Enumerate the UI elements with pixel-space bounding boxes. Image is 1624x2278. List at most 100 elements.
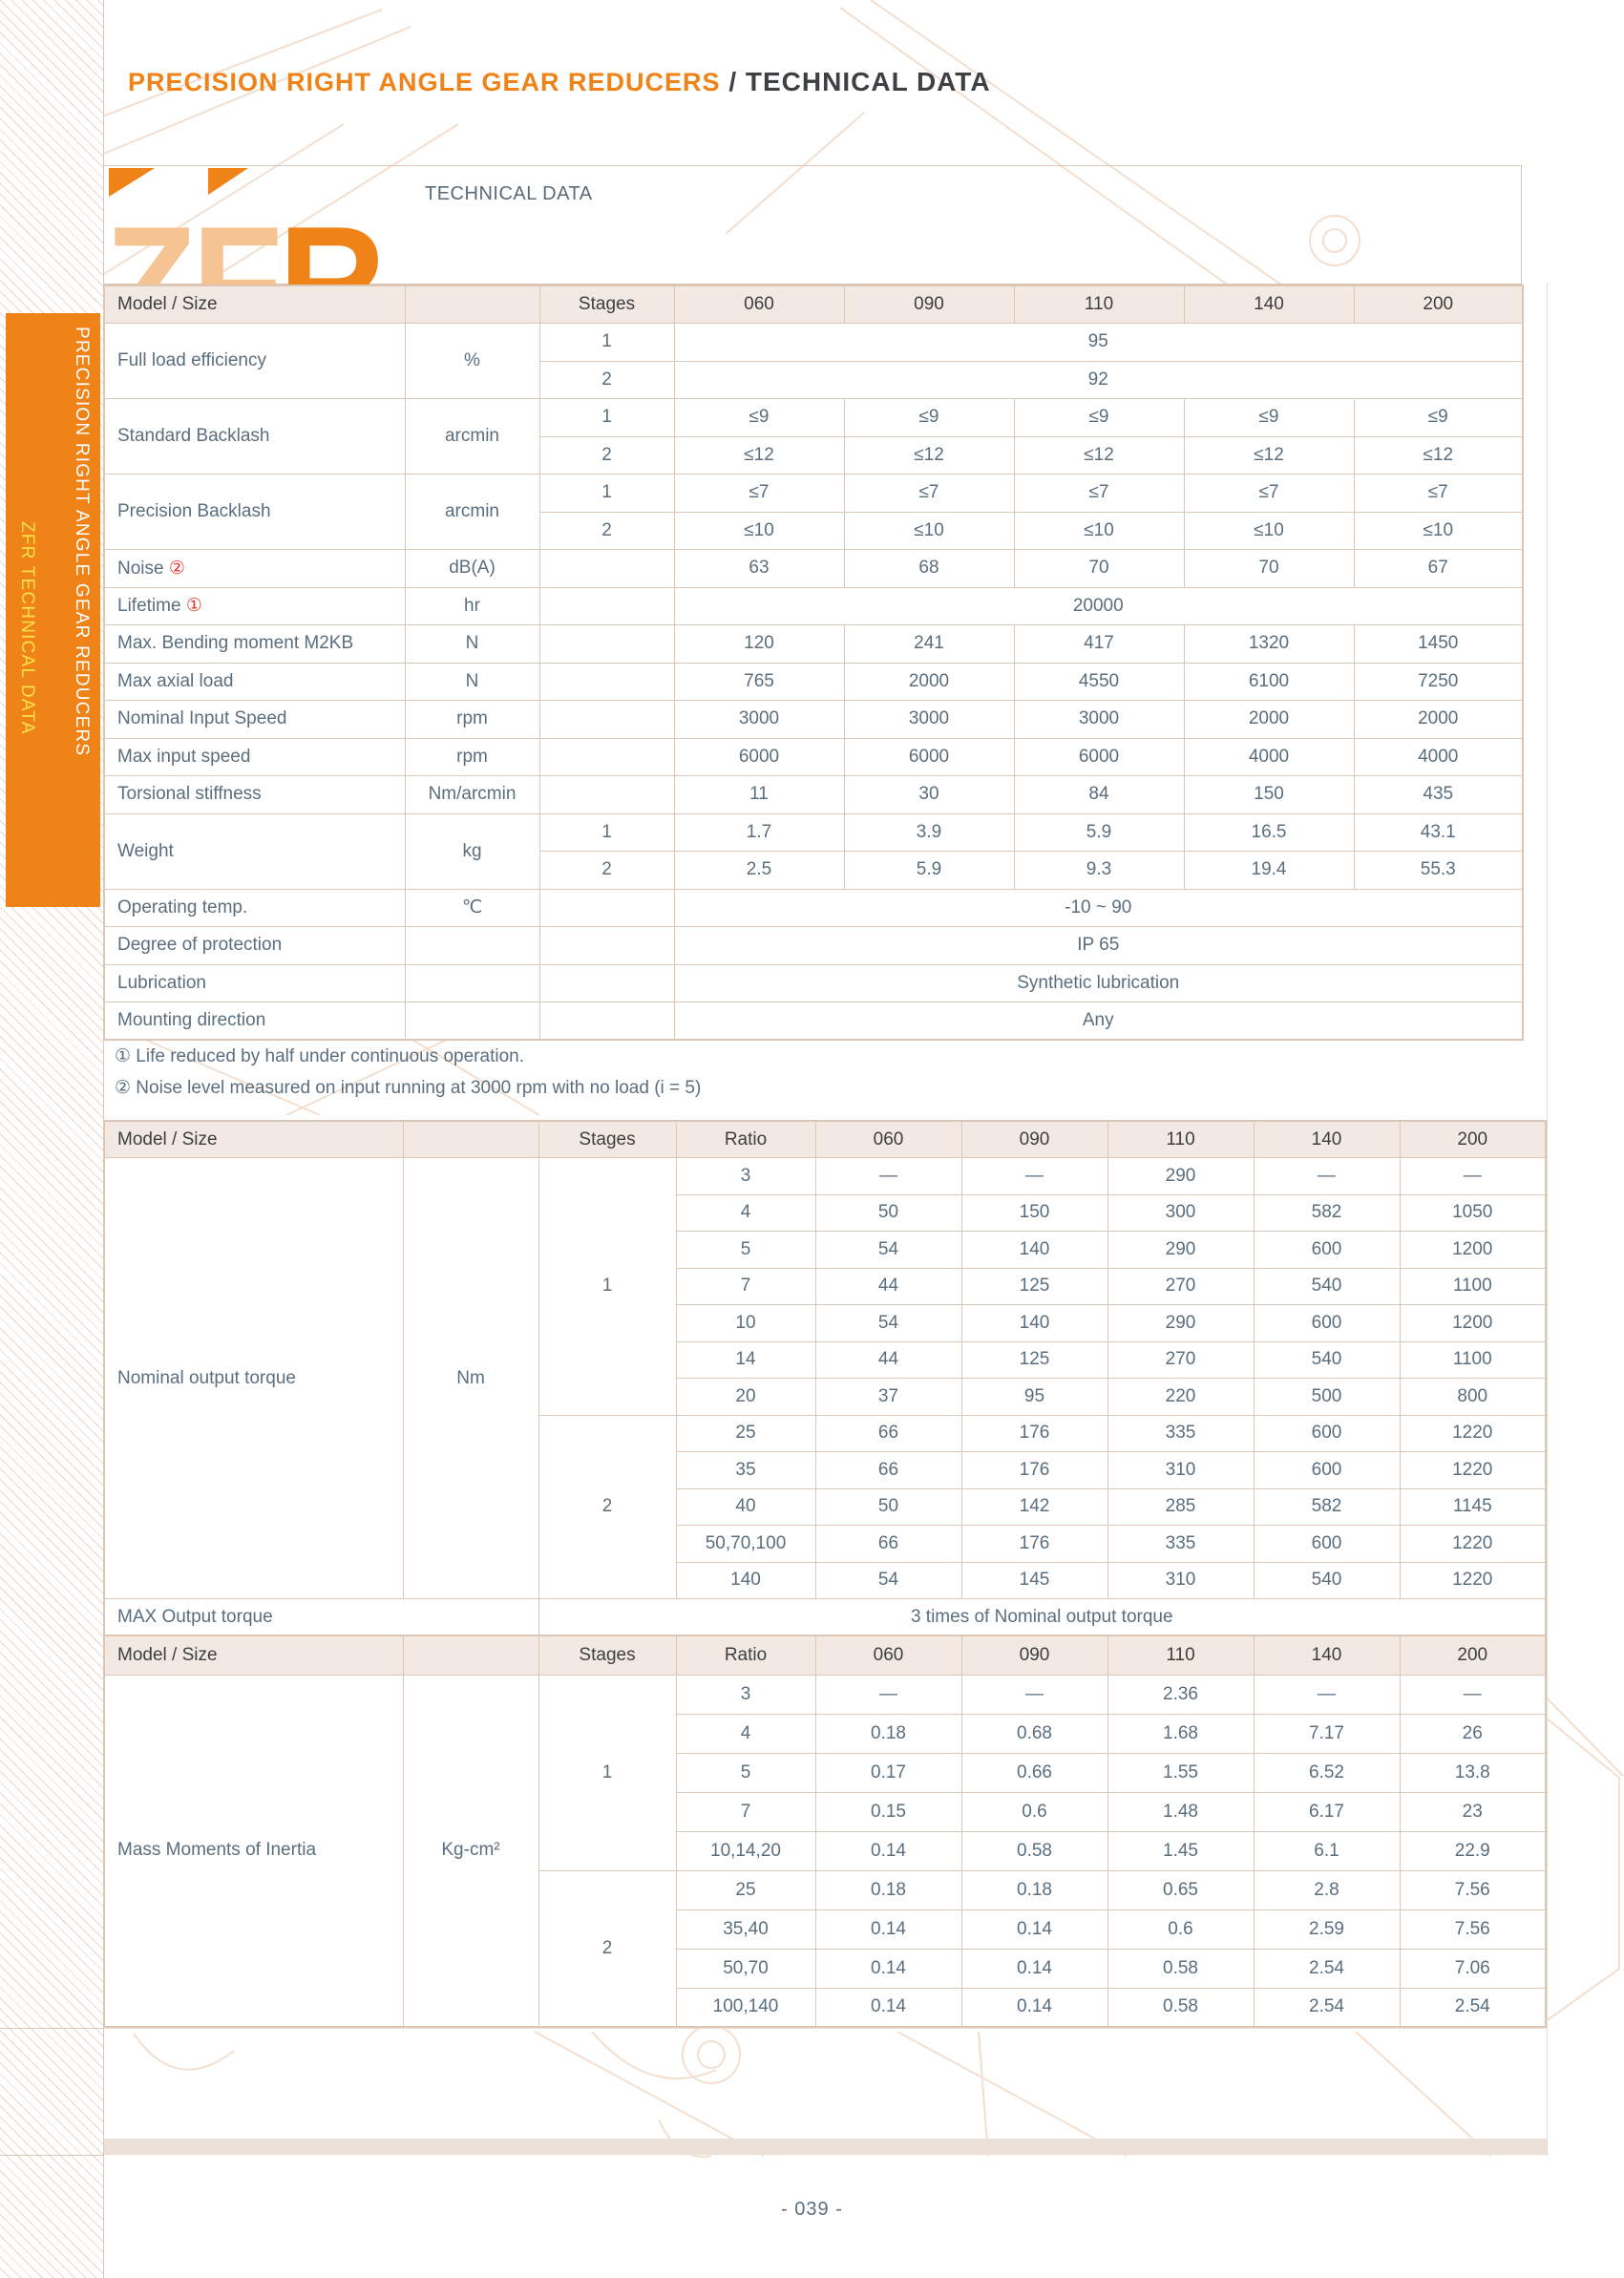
cell: 1 <box>538 474 675 513</box>
table-row: Operating temp. ℃ -10 ~ 90 <box>103 888 1524 927</box>
column-header: 110 <box>1107 1635 1255 1676</box>
table-row: 50,70,100 66 176 335 600 1220 <box>104 1525 1547 1563</box>
cell <box>404 1002 540 1041</box>
cell: 95 <box>960 1378 1108 1416</box>
cell: 125 <box>960 1340 1108 1379</box>
cell: 6.52 <box>1253 1752 1401 1793</box>
cell: 3 <box>675 1157 816 1195</box>
cell: 55.3 <box>1353 851 1524 890</box>
cell: 0.14 <box>960 1987 1108 2028</box>
specs-table: Model / Size Stages 060 090 110 140 200 Full lo… <box>103 285 1524 1041</box>
cell <box>538 1002 675 1041</box>
column-header: 060 <box>814 1635 962 1676</box>
cell: 2000 <box>843 662 1015 701</box>
cell <box>538 926 675 965</box>
column-header: Ratio <box>675 1120 816 1158</box>
row-label: Standard Backlash <box>103 398 406 475</box>
cell: 54 <box>814 1561 962 1599</box>
cell: 1220 <box>1399 1414 1547 1452</box>
cell: 68 <box>843 549 1015 588</box>
cell: ≤7 <box>1013 474 1185 513</box>
cell: 3 times of Nominal output torque <box>538 1598 1547 1636</box>
cell: 582 <box>1253 1487 1401 1526</box>
cell: 7.56 <box>1399 1869 1547 1910</box>
cell: ≤10 <box>1183 511 1355 550</box>
cell: 5 <box>675 1752 816 1793</box>
column-header: Model / Size <box>103 1635 404 1676</box>
table-row: 40 50 142 285 582 1145 <box>104 1487 1547 1526</box>
cell: 5 <box>675 1231 816 1269</box>
cell: Nm <box>402 1157 539 1599</box>
cell: 23 <box>1399 1791 1547 1832</box>
table-row: 2 ≤12 ≤12 ≤12 ≤12 ≤12 <box>104 435 1524 475</box>
cell: 600 <box>1253 1525 1401 1563</box>
cell: ≤7 <box>1353 474 1524 513</box>
table-row: Lifetime ① hr 20000 <box>103 586 1524 625</box>
cell <box>404 926 540 965</box>
cell: rpm <box>404 700 540 739</box>
cell: 19.4 <box>1183 851 1355 890</box>
table-row: 10 54 140 290 600 1200 <box>104 1304 1547 1342</box>
column-header: 200 <box>1399 1120 1547 1158</box>
cell: ≤9 <box>1353 398 1524 437</box>
cell: 30 <box>843 775 1015 814</box>
cell: 54 <box>814 1304 962 1342</box>
cell: 9.3 <box>1013 851 1185 890</box>
banner-series-label: PRECISION RIGHT ANGLE GEAR REDUCERS <box>72 327 92 757</box>
page-title-section: TECHNICAL DATA <box>745 67 991 96</box>
cell <box>538 624 675 664</box>
footnotes: ① Life reduced by half under continuous … <box>115 1045 701 1108</box>
cell: dB(A) <box>404 549 540 588</box>
cell: hr <box>404 586 540 625</box>
column-header: 090 <box>960 1120 1108 1158</box>
cell: N <box>404 662 540 701</box>
cell: 0.18 <box>814 1713 962 1754</box>
cell: 0.6 <box>1107 1909 1255 1950</box>
cell: 335 <box>1107 1414 1255 1452</box>
page-number: - 039 - <box>781 2199 843 2220</box>
cell: 1100 <box>1399 1340 1547 1379</box>
cell: 150 <box>1183 775 1355 814</box>
cell: 2 <box>538 1869 677 2028</box>
cell: 600 <box>1253 1451 1401 1489</box>
row-label: Nominal output torque <box>103 1157 404 1599</box>
cell: 1 <box>538 812 675 852</box>
cell: 67 <box>1353 549 1524 588</box>
column-header: Model / Size <box>103 285 406 324</box>
cell: 84 <box>1013 775 1185 814</box>
cell: ≤7 <box>673 474 845 513</box>
cell: 2 <box>538 511 675 550</box>
column-header: Stages <box>538 1120 677 1158</box>
column-header: 090 <box>843 285 1015 324</box>
cell: 6000 <box>1013 737 1185 776</box>
cell: 20 <box>675 1378 816 1416</box>
cell: 11 <box>673 775 845 814</box>
cell: 0.58 <box>960 1830 1108 1871</box>
cell: 0.66 <box>960 1752 1108 1793</box>
title-separator: / <box>720 67 746 96</box>
cell: 14 <box>675 1340 816 1379</box>
cell: ≤12 <box>673 435 845 475</box>
row-label: Lifetime ① <box>103 586 406 625</box>
cell: 140 <box>675 1561 816 1599</box>
table-row: Max input speed rpm 6000 6000 6000 4000 4000 <box>103 737 1524 776</box>
footnote-marker: ② <box>168 558 185 579</box>
cell: 66 <box>814 1525 962 1563</box>
cell: 600 <box>1253 1304 1401 1342</box>
cell: 66 <box>814 1414 962 1452</box>
cell: ≤9 <box>843 398 1015 437</box>
cell: 7 <box>675 1791 816 1832</box>
cell: 600 <box>1253 1414 1401 1452</box>
cell: — <box>814 1157 962 1195</box>
cell: Any <box>673 1002 1524 1041</box>
cell: 1220 <box>1399 1525 1547 1563</box>
cell: 92 <box>673 360 1524 399</box>
cell: 7 <box>675 1267 816 1305</box>
cell: 800 <box>1399 1378 1547 1416</box>
cell: 220 <box>1107 1378 1255 1416</box>
cell: 1220 <box>1399 1561 1547 1599</box>
cell: 270 <box>1107 1267 1255 1305</box>
table-row: Mass Moments of Inertia Kg-cm² 1 3— —2.36— — <box>103 1674 1547 2028</box>
table-row: 2 ≤10 ≤10 ≤10 ≤10 ≤10 <box>104 511 1524 550</box>
cell: 310 <box>1107 1561 1255 1599</box>
